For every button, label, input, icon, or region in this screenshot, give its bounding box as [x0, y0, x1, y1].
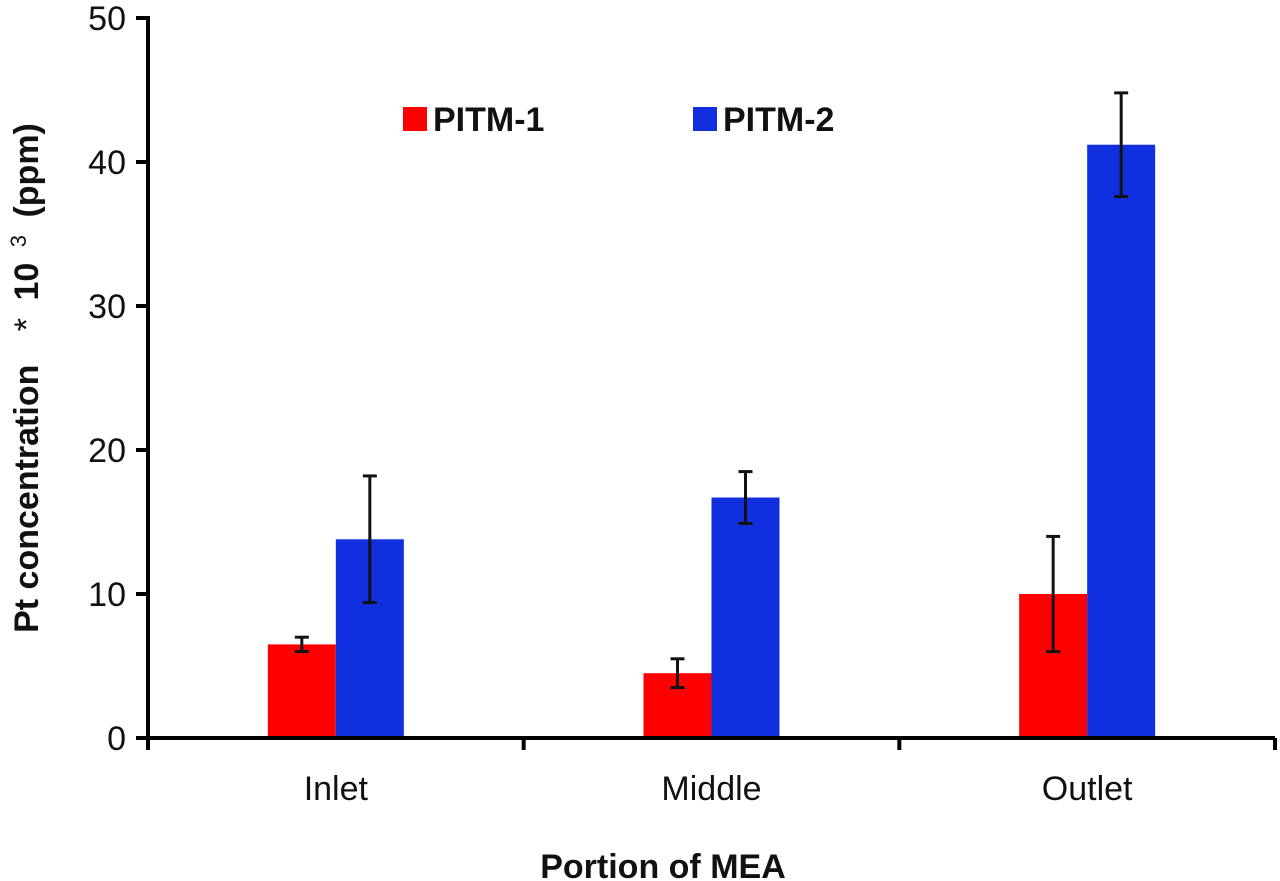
y-axis-title: Pt concentration * 10 3 (ppm) [0, 123, 46, 633]
y-tick-label: 10 [88, 576, 126, 614]
legend: PITM-1 PITM-2 [403, 101, 834, 139]
y-tick-label: 50 [88, 0, 126, 38]
y-tick-label: 40 [88, 144, 126, 182]
bar-pitm-2-outlet [1087, 144, 1156, 739]
x-category-labels: Inlet Middle Outlet [304, 770, 1133, 808]
error-bar-pitm-1-inlet [294, 635, 309, 654]
x-axis-title: Portion of MEA [540, 848, 786, 881]
y-tick-labels: 0 10 20 30 40 50 [88, 0, 126, 758]
bar-pitm-2-middle [711, 497, 780, 738]
y-axis-title-base: 10 [8, 263, 46, 301]
bars-layer [267, 144, 1156, 739]
y-tick-label: 30 [88, 288, 126, 326]
legend-label: PITM-1 [433, 101, 544, 139]
error-bar-pitm-2-inlet [362, 474, 377, 605]
error-bar-pitm-1-middle [670, 657, 685, 690]
axes-layer [136, 16, 1277, 750]
legend-item-pitm-1: PITM-1 [403, 101, 544, 139]
error-bar-pitm-2-outlet [1114, 91, 1129, 199]
y-tick-label: 20 [88, 432, 126, 470]
y-axis-title-unit: (ppm) [8, 123, 46, 217]
bar-pitm-1-inlet [267, 644, 336, 738]
y-axis-title-star: * [8, 318, 46, 331]
y-tick-label: 0 [107, 720, 126, 758]
x-tick-label-middle: Middle [661, 770, 761, 808]
y-axis-title-main: Pt concentration [8, 365, 46, 633]
error-bar-pitm-1-outlet [1046, 534, 1061, 654]
legend-swatch [403, 107, 427, 131]
legend-swatch [693, 107, 717, 131]
y-axis-title-exponent: 3 [6, 235, 31, 247]
error-bars-layer [294, 91, 1129, 690]
legend-label: PITM-2 [723, 101, 834, 139]
x-tick-label-outlet: Outlet [1042, 770, 1133, 808]
error-bar-pitm-2-middle [738, 470, 753, 525]
legend-item-pitm-2: PITM-2 [693, 101, 834, 139]
x-tick-label-inlet: Inlet [304, 770, 369, 808]
